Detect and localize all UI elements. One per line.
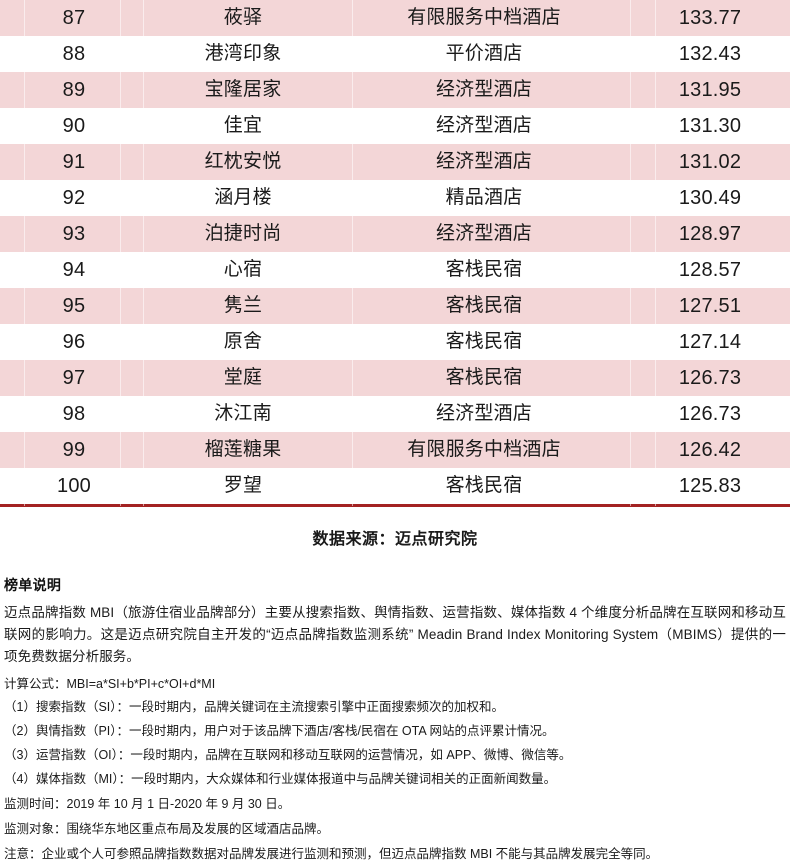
table-row: 95 隽兰 客栈民宿 127.51 xyxy=(0,288,790,324)
notes-block: 榜单说明 迈点品牌指数 MBI（旅游住宿业品牌部分）主要从搜索指数、舆情指数、运… xyxy=(0,549,792,865)
cell-rank: 91 xyxy=(62,151,86,173)
cell-rank: 90 xyxy=(62,115,86,137)
cell-brand: 堂庭 xyxy=(223,367,263,388)
cell-brand: 原舍 xyxy=(223,331,263,352)
cell-score: 133.77 xyxy=(678,7,742,29)
cell-brand: 榴莲糖果 xyxy=(204,439,282,460)
cell-brand: 佳宜 xyxy=(223,115,263,136)
table-row: 94 心宿 客栈民宿 128.57 xyxy=(0,252,790,288)
cell-rank: 95 xyxy=(62,295,86,317)
table-row: 98 沐江南 经济型酒店 126.73 xyxy=(0,396,790,432)
cell-rank: 99 xyxy=(62,439,86,461)
notes-paragraph: 迈点品牌指数 MBI（旅游住宿业品牌部分）主要从搜索指数、舆情指数、运营指数、媒… xyxy=(4,605,786,664)
cell-brand: 港湾印象 xyxy=(204,43,282,64)
cell-score: 128.97 xyxy=(678,223,742,245)
table-row: 89 宝隆居家 经济型酒店 131.95 xyxy=(0,72,790,108)
table-row: 88 港湾印象 平价酒店 132.43 xyxy=(0,36,790,72)
cell-brand: 莜驿 xyxy=(223,7,263,28)
cell-brand: 红枕安悦 xyxy=(204,151,282,172)
cell-score: 126.73 xyxy=(678,403,742,425)
cell-type: 精品酒店 xyxy=(445,187,523,208)
cell-rank: 92 xyxy=(62,187,86,209)
cell-type: 客栈民宿 xyxy=(445,367,523,388)
cell-score: 127.14 xyxy=(678,331,742,353)
cell-type: 客栈民宿 xyxy=(445,475,523,496)
cell-score: 126.73 xyxy=(678,367,742,389)
cell-brand: 沐江南 xyxy=(214,403,272,424)
cell-brand: 心宿 xyxy=(223,259,263,280)
cell-score: 127.51 xyxy=(678,295,742,317)
table-row: 87 莜驿 有限服务中档酒店 133.77 xyxy=(0,0,790,36)
cell-brand: 涵月楼 xyxy=(214,187,272,208)
cell-rank: 100 xyxy=(57,475,91,497)
notes-formula: 计算公式：MBI=a*SI+b*PI+c*OI+d*MI xyxy=(4,677,216,691)
cell-type: 经济型酒店 xyxy=(435,151,532,172)
cell-rank: 96 xyxy=(62,331,86,353)
cell-score: 132.43 xyxy=(678,43,742,65)
cell-brand: 隽兰 xyxy=(223,295,263,316)
cell-score: 131.95 xyxy=(678,79,742,101)
monitor-period: 监测时间：2019 年 10 月 1 日-2020 年 9 月 30 日。 xyxy=(4,797,291,811)
table-row: 90 佳宜 经济型酒店 131.30 xyxy=(0,108,790,144)
cell-score: 125.83 xyxy=(678,475,742,497)
cell-type: 客栈民宿 xyxy=(445,259,523,280)
cell-type: 客栈民宿 xyxy=(445,295,523,316)
notes-item-pi: （2）舆情指数（PI）：一段时期内，用户对于该品牌下酒店/客栈/民宿在 OTA … xyxy=(4,724,555,738)
cell-score: 131.02 xyxy=(678,151,742,173)
cell-rank: 97 xyxy=(62,367,86,389)
cell-rank: 94 xyxy=(62,259,86,281)
table-row: 100 罗望 客栈民宿 125.83 xyxy=(0,468,790,504)
cell-type: 经济型酒店 xyxy=(435,79,532,100)
cell-rank: 88 xyxy=(62,43,86,65)
cell-rank: 98 xyxy=(62,403,86,425)
cell-rank: 89 xyxy=(62,79,86,101)
cell-brand: 罗望 xyxy=(223,475,263,496)
table-row: 93 泊捷时尚 经济型酒店 128.97 xyxy=(0,216,790,252)
table-row: 91 红枕安悦 经济型酒店 131.02 xyxy=(0,144,790,180)
notes-item-si: （1）搜索指数（SI）：一段时期内，品牌关键词在主流搜索引擎中正面搜索频次的加权… xyxy=(4,700,505,714)
cell-type: 有限服务中档酒店 xyxy=(407,7,561,28)
table-bottom-rule xyxy=(0,504,790,507)
cell-type: 有限服务中档酒店 xyxy=(407,439,561,460)
cell-rank: 93 xyxy=(62,223,86,245)
cell-type: 经济型酒店 xyxy=(435,403,532,424)
table-row: 92 涵月楼 精品酒店 130.49 xyxy=(0,180,790,216)
cell-score: 130.49 xyxy=(678,187,742,209)
cell-type: 平价酒店 xyxy=(445,43,523,64)
data-source-label: 数据来源：迈点研究院 xyxy=(312,531,478,548)
monitor-target: 监测对象：围绕华东地区重点布局及发展的区域酒店品牌。 xyxy=(4,822,330,836)
cell-rank: 87 xyxy=(62,7,86,29)
table-body: 87 莜驿 有限服务中档酒店 133.77 88 港湾印象 平价酒店 132.4… xyxy=(0,0,790,504)
cell-brand: 宝隆居家 xyxy=(204,79,282,100)
table-row: 96 原舍 客栈民宿 127.14 xyxy=(0,324,790,360)
table-row: 97 堂庭 客栈民宿 126.73 xyxy=(0,360,790,396)
table-row: 99 榴莲糖果 有限服务中档酒店 126.42 xyxy=(0,432,790,468)
cell-score: 126.42 xyxy=(678,439,742,461)
notes-item-mi: （4）媒体指数（MI）：一段时期内，大众媒体和行业媒体报道中与品牌关键词相关的正… xyxy=(4,772,557,786)
cell-type: 客栈民宿 xyxy=(445,331,523,352)
cell-type: 经济型酒店 xyxy=(435,115,532,136)
cell-brand: 泊捷时尚 xyxy=(204,223,282,244)
caution-note: 注意：企业或个人可参照品牌指数数据对品牌发展进行监测和预测，但迈点品牌指数 MB… xyxy=(4,847,659,861)
brand-ranking-table: 87 莜驿 有限服务中档酒店 133.77 88 港湾印象 平价酒店 132.4… xyxy=(0,0,790,504)
cell-score: 131.30 xyxy=(678,115,742,137)
notes-item-oi: （3）运营指数（OI）：一段时期内，品牌在互联网和移动互联网的运营情况，如 AP… xyxy=(4,748,572,762)
notes-title: 榜单说明 xyxy=(4,577,62,593)
cell-score: 128.57 xyxy=(678,259,742,281)
cell-type: 经济型酒店 xyxy=(435,223,532,244)
